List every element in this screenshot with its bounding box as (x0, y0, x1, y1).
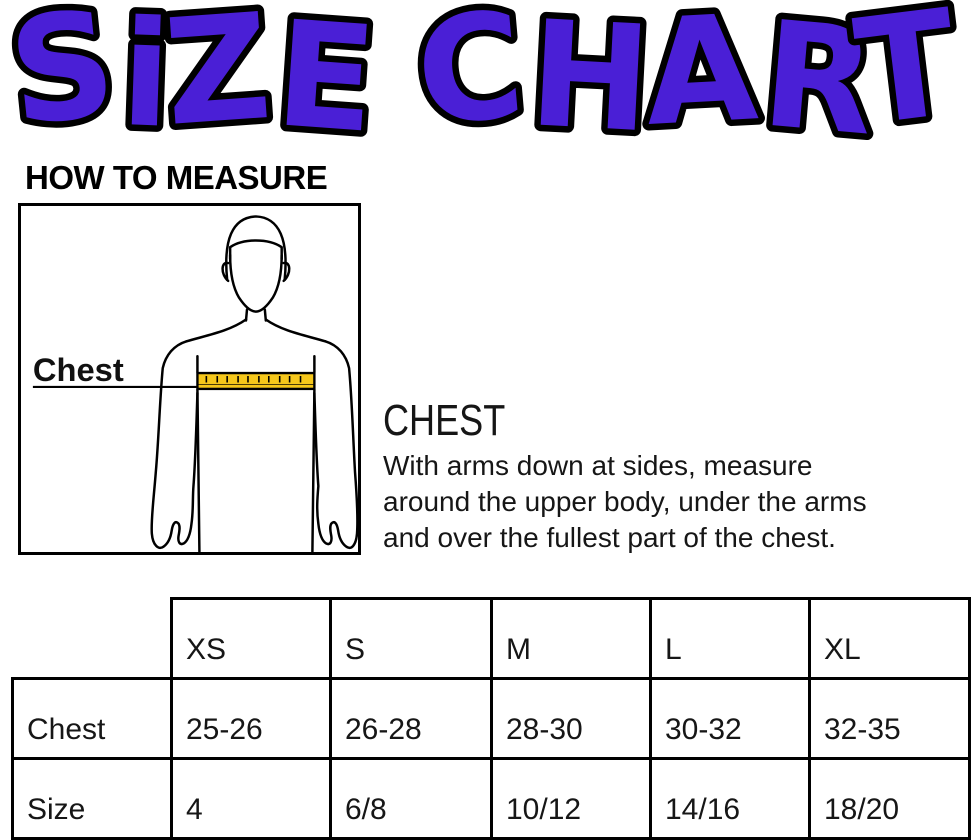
person-measure-diagram: Chest (32, 215, 358, 552)
chest-instructions-line-3: and over the fullest part of the chest. (383, 522, 836, 553)
chest-row: Chest 25-26 26-28 28-30 30-32 32-35 (11, 677, 971, 760)
size-table-header-row: XS S M L XL (13, 597, 971, 680)
tape-tick-marks (205, 376, 302, 383)
size-row: Size 4 6/8 10/12 14/16 18/20 (11, 757, 971, 840)
chest-s: 26-28 (329, 677, 493, 760)
size-table: XS S M L XL Chest 25-26 26-28 28-30 30-3… (11, 597, 971, 840)
chest-section-heading: CHEST (383, 396, 506, 445)
page-title: SiZE CHART (2, 0, 966, 156)
col-header-s: S (329, 597, 493, 680)
size-xl: 18/20 (808, 757, 971, 840)
measure-figure-frame: Chest (18, 203, 361, 555)
chest-figure-label: Chest (33, 351, 124, 388)
chest-xs: 25-26 (170, 677, 332, 760)
chest-row-label: Chest (11, 677, 173, 760)
chest-instructions: With arms down at sides, measure around … (383, 448, 867, 556)
how-to-measure-heading: HOW TO MEASURE (25, 159, 328, 196)
chest-instructions-line-1: With arms down at sides, measure (383, 450, 813, 481)
chest-xl: 32-35 (808, 677, 971, 760)
chest-l: 30-32 (649, 677, 811, 760)
title-banner: SiZE CHART (0, 0, 978, 156)
size-row-label: Size (11, 757, 173, 840)
chest-instructions-line-2: around the upper body, under the arms (383, 486, 867, 517)
col-header-m: M (490, 597, 652, 680)
tape-band (196, 371, 316, 391)
size-m: 10/12 (490, 757, 652, 840)
title-art: SiZE CHART (0, 0, 972, 156)
person-outline (150, 215, 358, 552)
col-header-l: L (649, 597, 811, 680)
table-corner-blank (13, 599, 172, 679)
col-header-xl: XL (808, 597, 971, 680)
size-l: 14/16 (649, 757, 811, 840)
col-header-xs: XS (170, 597, 332, 680)
size-s: 6/8 (329, 757, 493, 840)
chest-m: 28-30 (490, 677, 652, 760)
size-xs: 4 (170, 757, 332, 840)
measuring-tape (196, 371, 316, 391)
